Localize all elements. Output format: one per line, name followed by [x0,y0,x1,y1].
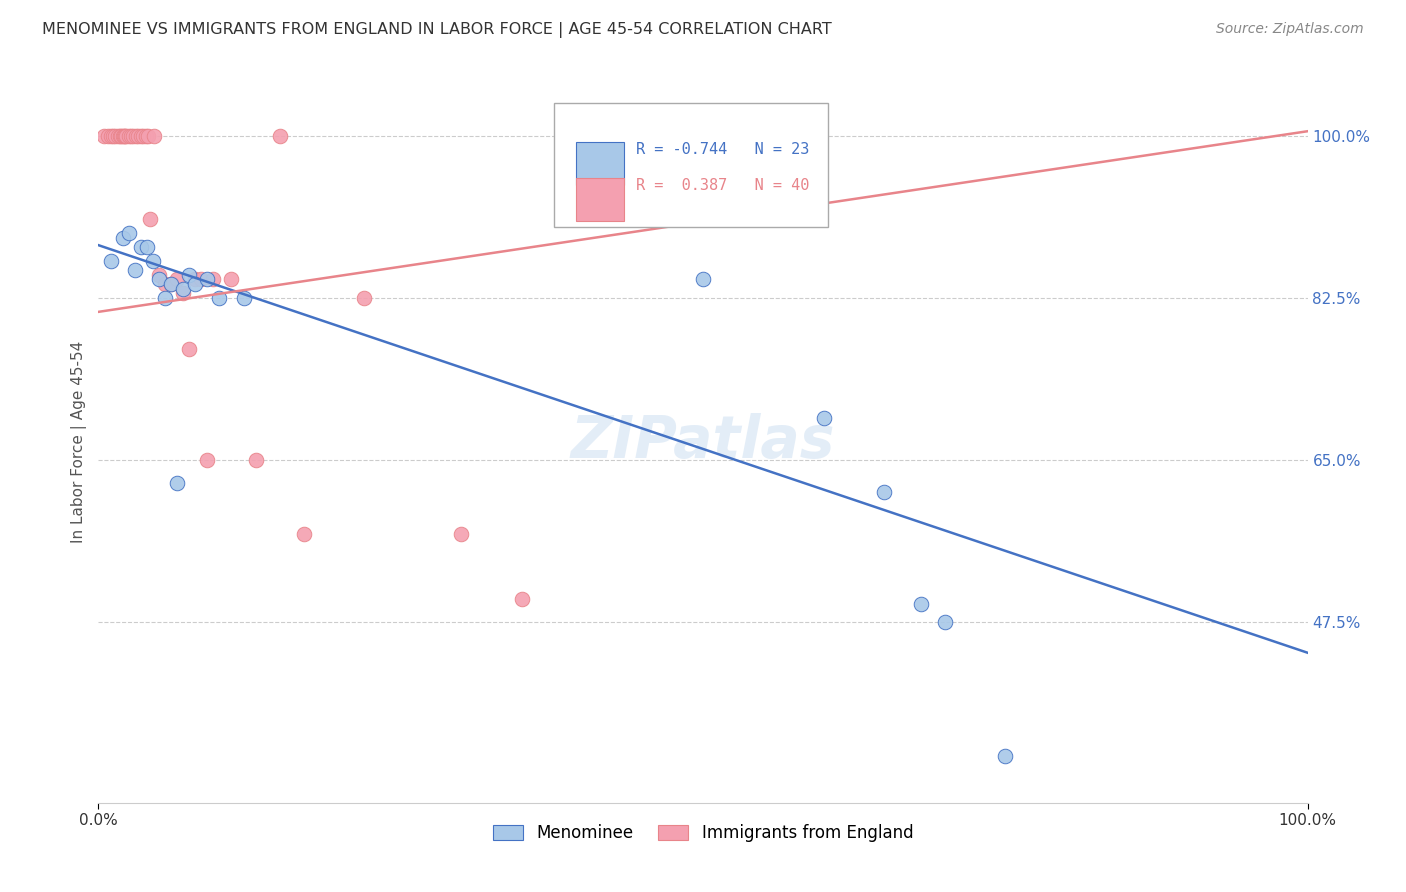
Point [118,128,141,143]
Point [179,268,201,282]
Point [93,128,115,143]
Point [450,527,472,541]
Point [510,592,533,607]
Point [143,128,166,143]
Point [160,277,183,291]
Point [910,597,932,611]
Point [118,226,141,240]
Point [111,128,134,143]
Point [245,453,267,467]
Point [129,240,152,254]
Point [994,749,1017,764]
Point [129,128,152,143]
Point [148,272,170,286]
Point [97,128,120,143]
Point [135,240,157,254]
Text: ZIPatlas: ZIPatlas [571,413,835,470]
Point [153,291,176,305]
Point [292,527,315,541]
Point [166,272,188,286]
Point [179,342,201,356]
Point [127,128,149,143]
Point [195,453,218,467]
Point [813,411,835,425]
Point [136,128,159,143]
Point [125,128,148,143]
Point [100,128,122,143]
Point [115,128,138,143]
Point [208,291,231,305]
Legend: Menominee, Immigrants from England: Menominee, Immigrants from England [486,817,920,848]
Bar [576,178,624,221]
Point [160,277,183,291]
Point [135,128,157,143]
Point [934,615,956,630]
Point [124,263,146,277]
Point [184,277,207,291]
Point [148,268,170,282]
Point [114,128,136,143]
Point [108,128,131,143]
Point [353,291,375,305]
Point [202,272,225,286]
Point [112,128,135,143]
Point [153,277,176,291]
Point [172,286,194,301]
Y-axis label: In Labor Force | Age 45-54: In Labor Force | Age 45-54 [72,341,87,542]
Point [232,291,254,305]
Point [166,476,188,491]
Text: Source: ZipAtlas.com: Source: ZipAtlas.com [1216,22,1364,37]
Point [100,254,122,268]
Text: R =  0.387   N = 40: R = 0.387 N = 40 [637,178,810,193]
Point [107,128,129,143]
Point [195,272,218,286]
Point [122,128,145,143]
Point [190,272,212,286]
Point [104,128,127,143]
Text: R = -0.744   N = 23: R = -0.744 N = 23 [637,142,810,157]
Point [111,231,134,245]
Point [120,128,142,143]
Point [692,272,714,286]
Point [184,272,207,286]
Text: MENOMINEE VS IMMIGRANTS FROM ENGLAND IN LABOR FORCE | AGE 45-54 CORRELATION CHAR: MENOMINEE VS IMMIGRANTS FROM ENGLAND IN … [42,22,832,38]
FancyBboxPatch shape [554,103,828,227]
Point [873,485,896,500]
Point [110,128,132,143]
Bar [576,142,624,185]
Point [269,128,291,143]
Point [132,128,155,143]
Point [142,254,165,268]
Point [139,212,162,227]
Point [221,272,243,286]
Point [101,128,124,143]
Point [172,282,194,296]
